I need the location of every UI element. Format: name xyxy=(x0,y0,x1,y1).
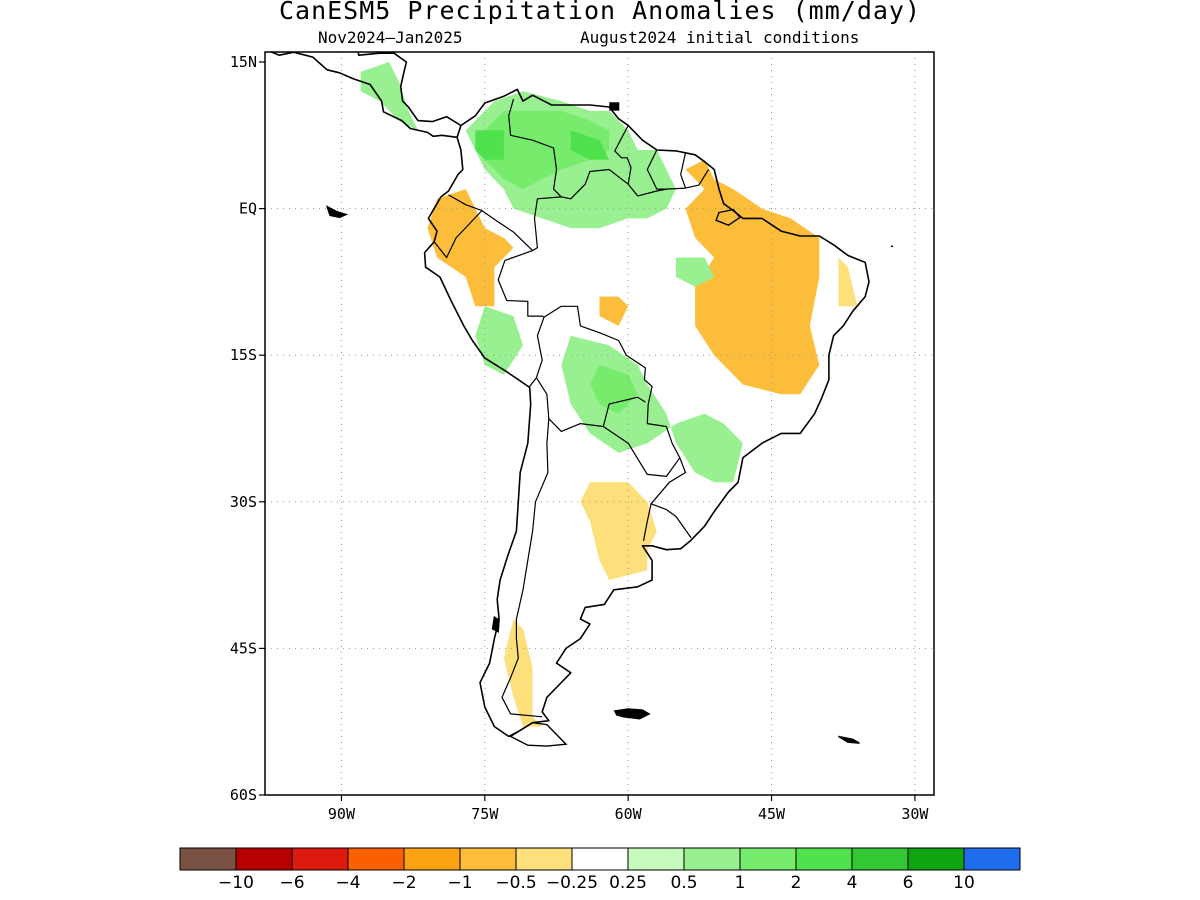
colorbar-swatch-14 xyxy=(963,847,1021,871)
border-venezuela-guyana xyxy=(614,125,632,185)
colorbar-swatch-7 xyxy=(571,847,629,871)
island-trinidad xyxy=(609,102,620,111)
colorbar-label: 0.5 xyxy=(670,873,697,893)
lon-tick-label: 30W xyxy=(901,805,929,823)
anomaly-region-14 xyxy=(360,62,418,131)
colorbar-swatch-13 xyxy=(907,847,965,871)
colorbar-swatch-9 xyxy=(683,847,741,871)
coastlines-and-borders xyxy=(269,52,894,747)
initial-conditions-label: August2024 initial conditions xyxy=(580,28,860,47)
anomaly-region-16 xyxy=(589,365,638,414)
colorbar: −10 −6 −4 −2 −1 −0.5 −0.25 0.25 0.5 1 2 4 6 10 xyxy=(179,847,1021,893)
colorbar-label: −4 xyxy=(335,873,360,893)
colorbar-label: 4 xyxy=(847,873,858,893)
colorbar-swatch-10 xyxy=(739,847,797,871)
colorbar-swatch-8 xyxy=(627,847,685,871)
colorbar-label: −6 xyxy=(279,873,304,893)
colorbar-label: 2 xyxy=(791,873,802,893)
border-ecuador-peru xyxy=(433,210,483,259)
lon-tick-label: 60W xyxy=(615,805,643,823)
colorbar-swatch-1 xyxy=(235,847,293,871)
colorbar-label: −0.5 xyxy=(495,873,536,893)
border-colombia-venezuela xyxy=(508,98,562,198)
colorbar-label: −2 xyxy=(391,873,416,893)
lat-tick-label: 60S xyxy=(230,786,257,804)
colorbar-label: 0.25 xyxy=(609,873,647,893)
colorbar-swatch-3 xyxy=(347,847,405,871)
island-tierra-del-fuego xyxy=(509,721,568,747)
anomaly-region-12 xyxy=(475,306,523,375)
map-title: CanESM5 Precipitation Anomalies (mm/day) xyxy=(278,0,922,25)
island-marajo xyxy=(715,208,742,226)
border-suriname-fguiana xyxy=(680,152,687,189)
coastline-central-america xyxy=(357,52,462,127)
border-brazil-north xyxy=(497,168,710,539)
border-guyana-suriname xyxy=(646,149,667,190)
lat-tick-label: 45S xyxy=(230,639,257,657)
island-galapagos xyxy=(325,205,349,219)
forecast-period: Nov2024–Jan2025 xyxy=(318,28,463,47)
anomaly-region-11 xyxy=(561,335,743,483)
colorbar-label: 10 xyxy=(953,873,975,893)
colorbar-swatch-5 xyxy=(459,847,517,871)
colorbar-swatch-6 xyxy=(515,847,573,871)
lat-tick-label: 15N xyxy=(230,53,257,71)
colorbar-label: −0.25 xyxy=(546,873,598,893)
anomaly-region-18 xyxy=(475,130,504,160)
lat-tick-label: 30S xyxy=(230,493,257,511)
anomaly-region-13 xyxy=(676,257,715,287)
island-chiloe xyxy=(491,615,500,633)
island-fernando-de-noronha xyxy=(890,245,894,248)
map-axes: 15N EQ 15S 30S 45S 60S 90W 75W 60W 45W 30W xyxy=(230,53,929,823)
anomaly-region-15 xyxy=(484,110,610,190)
anomaly-region-3 xyxy=(685,159,820,395)
colorbar-label: −10 xyxy=(218,873,254,893)
anomaly-region-4 xyxy=(427,189,514,307)
island-south-georgia xyxy=(838,735,860,744)
anomaly-region-17 xyxy=(570,130,610,160)
lon-tick-label: 45W xyxy=(758,805,786,823)
lon-tick-label: 90W xyxy=(328,805,356,823)
border-argentina-uruguay xyxy=(642,503,652,542)
border-peru-bolivia-chile xyxy=(528,316,545,388)
lat-tick-label: EQ xyxy=(239,200,257,218)
colorbar-label: −1 xyxy=(447,873,472,893)
map-frame xyxy=(264,51,935,796)
coastline-south-america xyxy=(423,88,870,738)
lat-tick-label: 15S xyxy=(230,346,257,364)
anomaly-shading xyxy=(360,62,858,727)
border-chile-argentina xyxy=(501,418,550,718)
border-bolivia-chile-argentina xyxy=(535,377,646,432)
border-paraguay-argentina xyxy=(602,426,681,477)
anomaly-region-7 xyxy=(580,482,657,580)
colorbar-label: 1 xyxy=(735,873,746,893)
colorbar-swatch-2 xyxy=(291,847,349,871)
coastline-central-america-pacific xyxy=(269,52,458,139)
colorbar-swatch-12 xyxy=(851,847,909,871)
lon-tick-label: 75W xyxy=(471,805,499,823)
border-colombia-ecuador-peru xyxy=(448,194,534,252)
anomaly-region-5 xyxy=(599,296,629,326)
anomaly-region-9 xyxy=(503,619,543,727)
colorbar-label: 6 xyxy=(903,873,914,893)
colorbar-swatch-11 xyxy=(795,847,853,871)
colorbar-swatch-0 xyxy=(179,847,237,871)
anomaly-region-8 xyxy=(838,257,858,307)
colorbar-swatch-4 xyxy=(403,847,461,871)
island-falklands xyxy=(613,708,651,720)
